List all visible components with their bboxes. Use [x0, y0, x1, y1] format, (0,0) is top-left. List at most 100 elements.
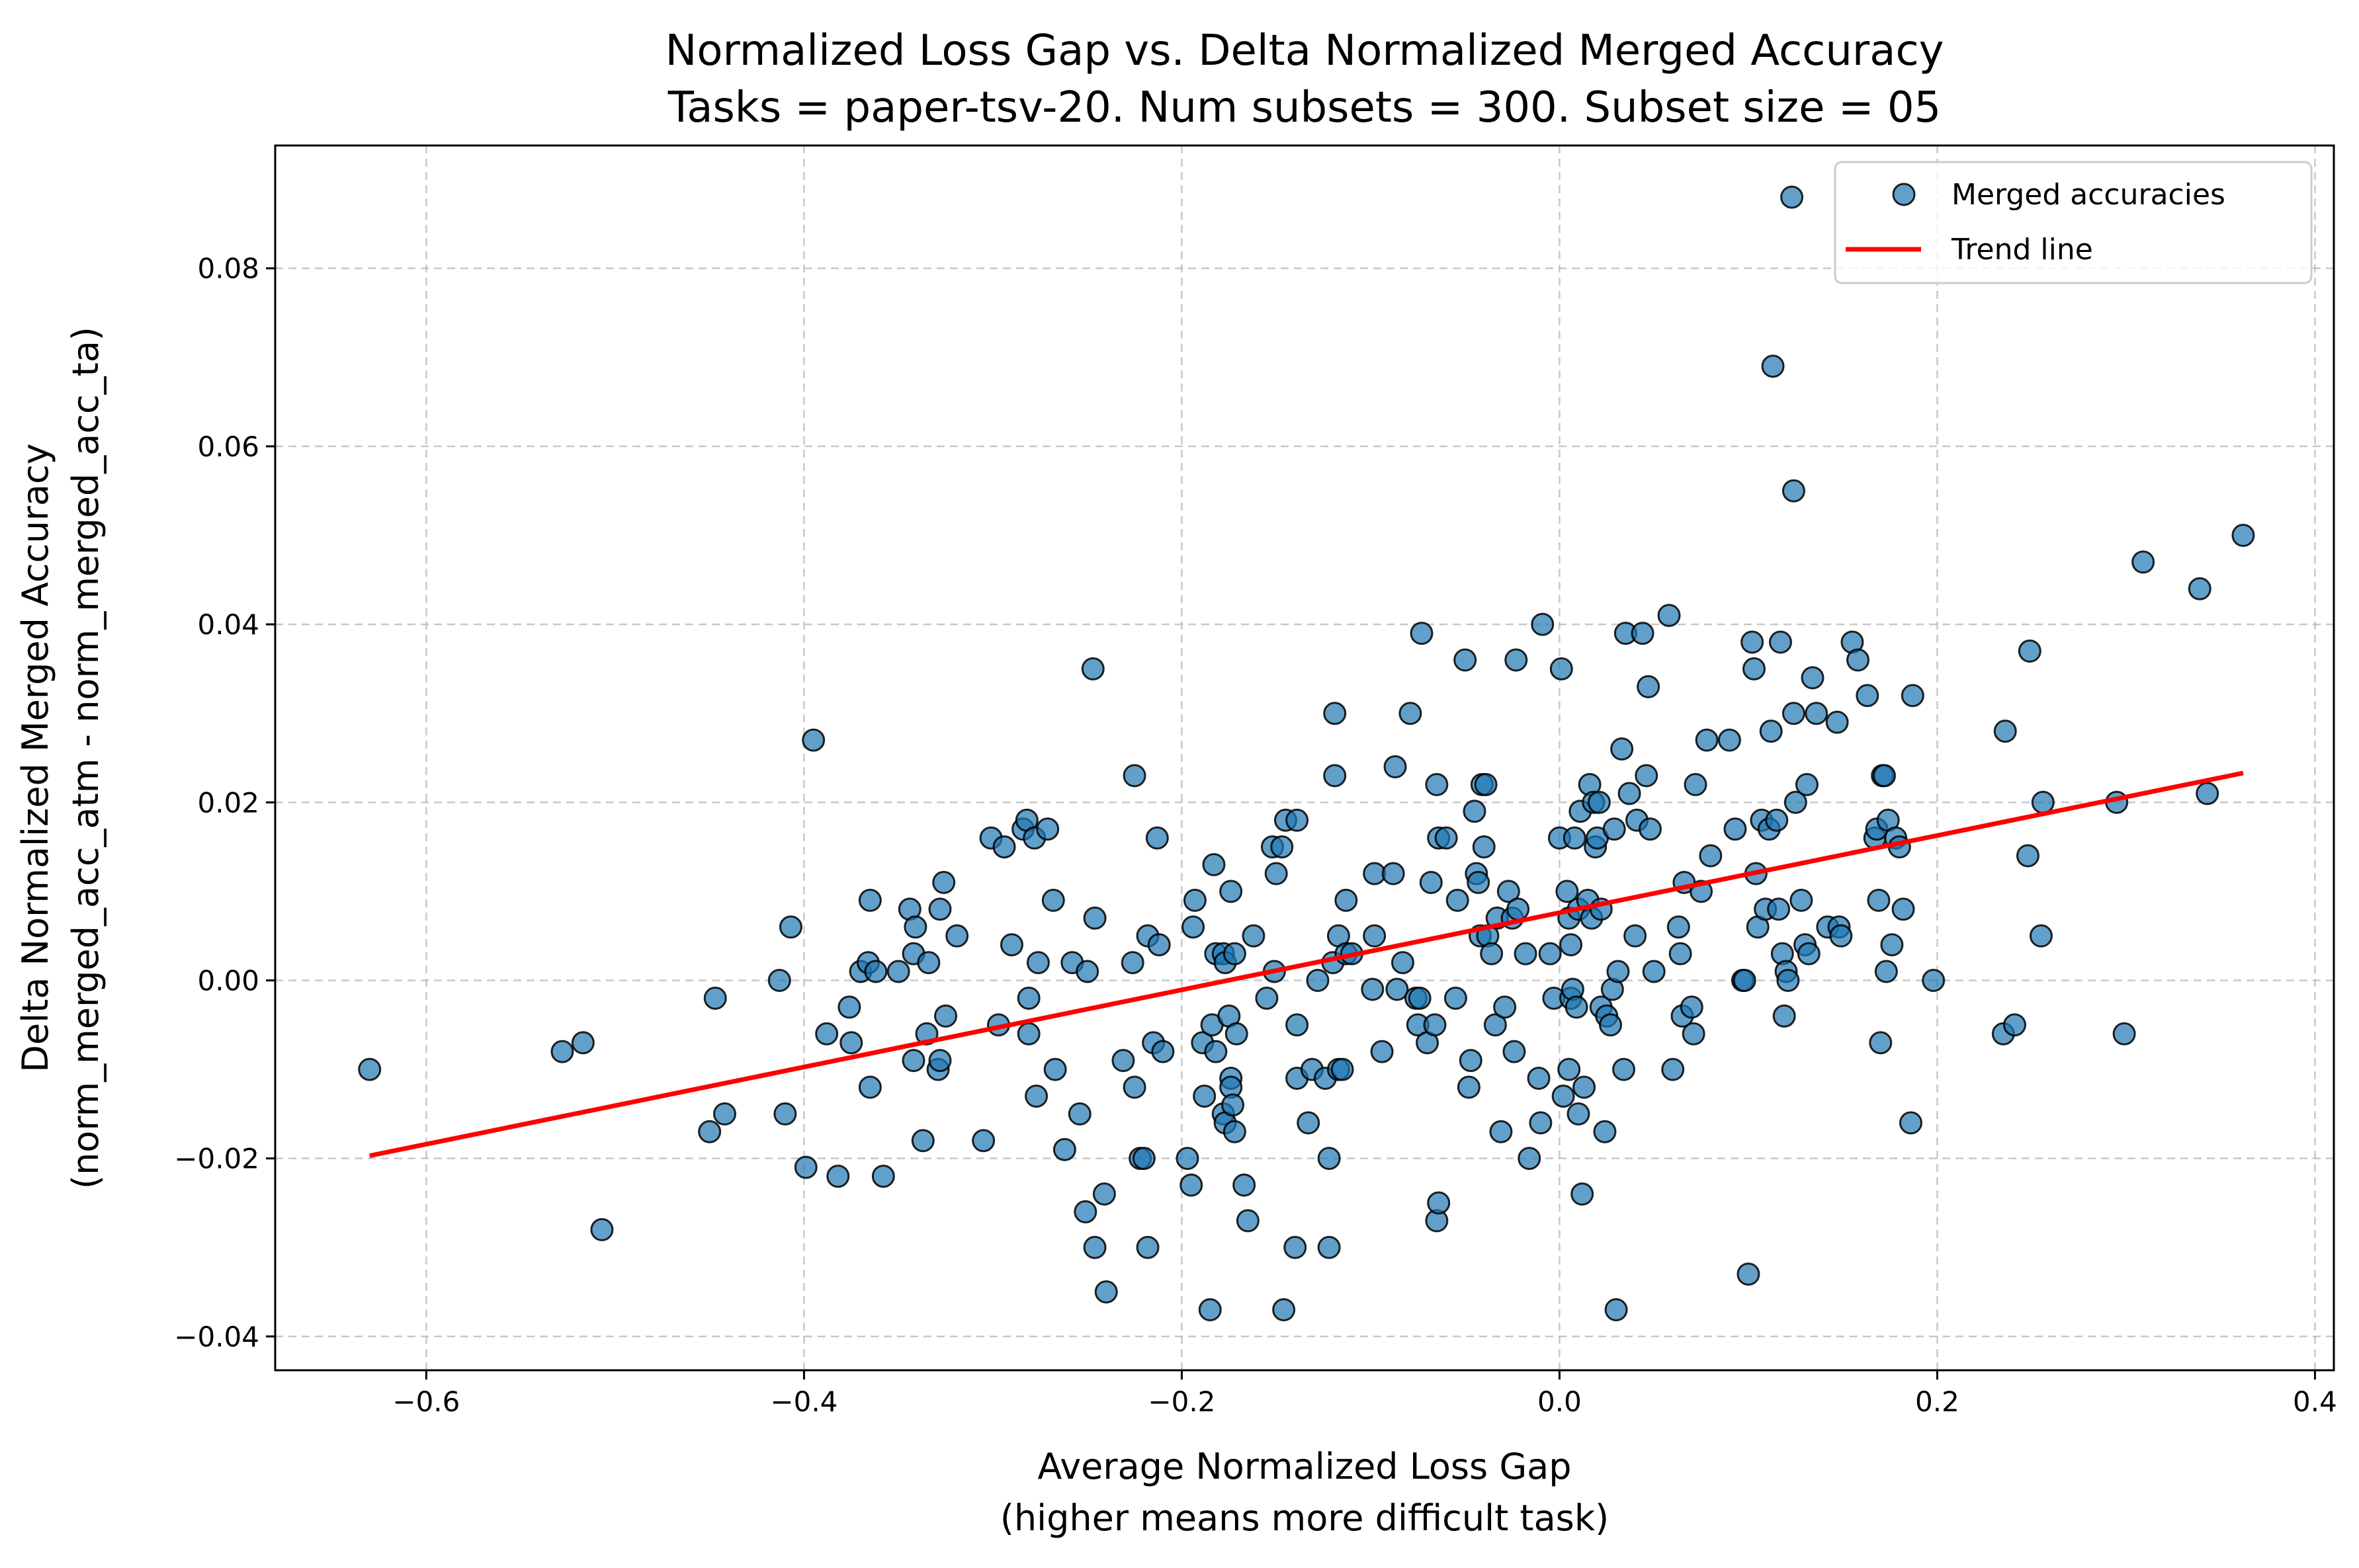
scatter-point — [1559, 933, 1583, 957]
scatter-point — [1381, 862, 1405, 886]
scatter-point — [1453, 648, 1477, 672]
scatter-point — [1856, 684, 1879, 708]
scatter-point — [1385, 977, 1409, 1001]
scatter-point — [1323, 764, 1347, 788]
scatter-point — [1783, 790, 1807, 814]
scatter-point — [932, 870, 956, 894]
scatter-point — [1083, 1235, 1107, 1259]
scatter-point — [1123, 1075, 1146, 1099]
scatter-point — [1474, 772, 1498, 796]
scatter-point — [1759, 720, 1783, 743]
scatter-point — [1635, 764, 1658, 788]
trend-line — [369, 770, 2244, 1159]
scatter-point — [779, 915, 802, 939]
scatter-point — [1612, 1057, 1636, 1081]
scatter-point — [928, 897, 952, 921]
scatter-point — [1123, 764, 1146, 788]
scatter-point — [1631, 622, 1654, 645]
scatter-point — [1829, 924, 1853, 948]
scatter-point — [972, 1129, 996, 1153]
y-tick-label: 0.04 — [197, 608, 259, 641]
scatter-point — [1891, 897, 1915, 921]
scatter-point — [1151, 1040, 1175, 1063]
scatter-point — [1776, 968, 1800, 992]
scatter-point — [1283, 1235, 1307, 1259]
legend-box — [1834, 161, 2313, 284]
scatter-point — [1767, 897, 1791, 921]
scatter-point — [911, 1129, 935, 1153]
scatter-point — [1514, 942, 1537, 966]
y-tick-label: 0.08 — [197, 253, 259, 285]
x-axis-sublabel: (higher means more difficult task) — [1000, 1497, 1609, 1539]
scatter-point — [1136, 1235, 1160, 1259]
scatter-point — [1789, 888, 1813, 912]
scatter-point — [2231, 524, 2255, 548]
scatter-point — [1604, 1298, 1628, 1321]
scatter-point — [1661, 1057, 1685, 1081]
y-tick-label: −0.04 — [174, 1321, 259, 1353]
scatter-point — [1602, 817, 1626, 841]
x-tick-label: −0.4 — [770, 1385, 837, 1418]
scatter-point — [1408, 986, 1432, 1010]
scatter-point — [1642, 960, 1666, 983]
scatter-point — [1219, 880, 1243, 903]
scatter-point — [1472, 835, 1496, 859]
scatter-point — [934, 1004, 958, 1028]
scatter-point — [1480, 942, 1504, 966]
scatter-point — [1026, 951, 1050, 975]
scatter-point — [1317, 1147, 1341, 1171]
scatter-point — [703, 986, 727, 1010]
scatter-point — [1496, 880, 1520, 903]
scatter-point — [1489, 1120, 1513, 1143]
x-tick-label: 0.4 — [2293, 1385, 2337, 1418]
scatter-point — [1183, 888, 1207, 912]
scatter-point — [886, 960, 910, 983]
scatter-point — [992, 835, 1016, 859]
scatter-point — [2018, 639, 2041, 663]
scatter-point — [1623, 924, 1647, 948]
scatter-point — [1467, 870, 1490, 894]
scatter-point — [1330, 1057, 1354, 1081]
scatter-point — [1899, 1111, 1922, 1135]
scatter-point — [1922, 968, 1946, 992]
legend-label-merged-accuracies: Merged accuracies — [1952, 178, 2225, 212]
scatter-point — [1668, 942, 1692, 966]
scatter-point — [1740, 630, 1764, 654]
scatter-point — [1555, 880, 1579, 903]
trend-line-group — [369, 770, 2244, 1159]
chart-subtitle: Tasks = paper-tsv-20. Num subsets = 300.… — [667, 83, 1942, 132]
legend-marker-merged-accuracies — [1892, 183, 1916, 206]
scatter-point — [1880, 933, 1904, 957]
scatter-point — [1094, 1280, 1118, 1304]
scatter-point — [1529, 1111, 1553, 1135]
scatter-point — [837, 995, 861, 1019]
scatter-point — [1531, 612, 1555, 636]
scatter-point — [698, 1120, 722, 1143]
scatter-point — [1717, 728, 1741, 752]
scatter-point — [1361, 977, 1385, 1001]
scatter-point — [550, 1040, 574, 1063]
scatter-point — [1145, 826, 1169, 850]
scatter-point — [1092, 1182, 1116, 1206]
scatter-point — [1181, 915, 1205, 939]
scatter-point — [1606, 960, 1630, 983]
scatter-point — [1193, 1084, 1217, 1108]
scatter-point — [1017, 986, 1041, 1010]
scatter-point — [1493, 995, 1517, 1019]
scatter-point — [902, 1049, 925, 1073]
scatter-point — [1147, 933, 1171, 957]
scatter-point — [1398, 702, 1422, 725]
scatter-point — [794, 1155, 818, 1179]
scatter-point — [1391, 951, 1414, 975]
scatter-point — [1768, 630, 1792, 654]
scatter-point — [1483, 1013, 1507, 1037]
scatter-point — [571, 1031, 595, 1055]
x-tick-label: 0.2 — [1915, 1385, 1959, 1418]
scatter-point — [1232, 1173, 1256, 1197]
scatter-point — [1222, 1120, 1246, 1143]
scatter-point — [1993, 720, 2017, 743]
scatter-point — [1459, 1049, 1482, 1073]
scatter-point — [917, 951, 941, 975]
scatter-point — [826, 1165, 850, 1188]
